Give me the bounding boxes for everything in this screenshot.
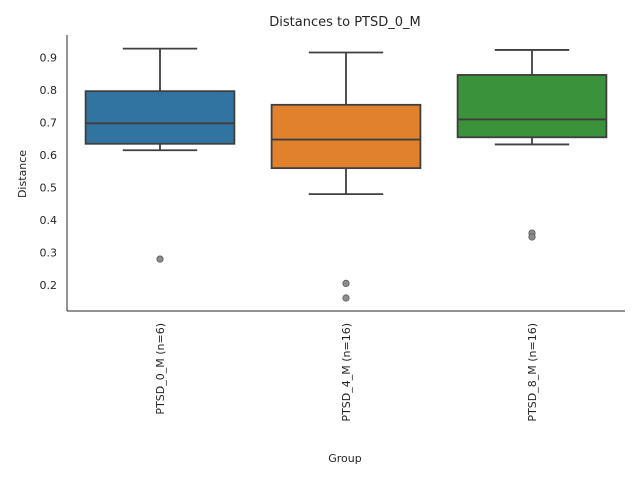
outlier-point (342, 279, 350, 287)
chart-title: Distances to PTSD_0_M (269, 15, 420, 30)
y-tick-label: 0.2 (40, 279, 58, 292)
x-axis: PTSD_0_M (n=6) PTSD_4_M (n=16) PTSD_8_M (n… (67, 310, 625, 422)
y-tick-label: 0.5 (40, 182, 58, 195)
box-group (456, 49, 608, 241)
box-group (270, 51, 422, 302)
iqr-box (270, 103, 422, 170)
y-axis-label: Distance (16, 150, 29, 198)
plot-area (84, 47, 608, 302)
x-axis-label: Group (328, 452, 362, 465)
y-tick-label: 0.8 (40, 84, 58, 97)
outlier-point (156, 255, 164, 263)
box-group (84, 47, 236, 263)
y-tick-label: 0.7 (40, 117, 58, 130)
y-tick-label: 0.3 (40, 247, 58, 260)
iqr-box (84, 90, 236, 145)
y-tick-label: 0.9 (40, 52, 58, 65)
x-tick-label: PTSD_4_M (n=16) (340, 323, 353, 422)
iqr-box (456, 74, 608, 139)
y-axis: 0.2 0.3 0.4 0.5 0.6 0.7 0.8 0.9 (40, 35, 68, 311)
outlier-point (528, 233, 536, 241)
y-tick-label: 0.4 (40, 214, 58, 227)
y-tick-label: 0.6 (40, 149, 58, 162)
outlier-point (342, 294, 350, 302)
x-tick-label: PTSD_8_M (n=16) (526, 323, 539, 422)
x-tick-label: PTSD_0_M (n=6) (154, 323, 167, 415)
